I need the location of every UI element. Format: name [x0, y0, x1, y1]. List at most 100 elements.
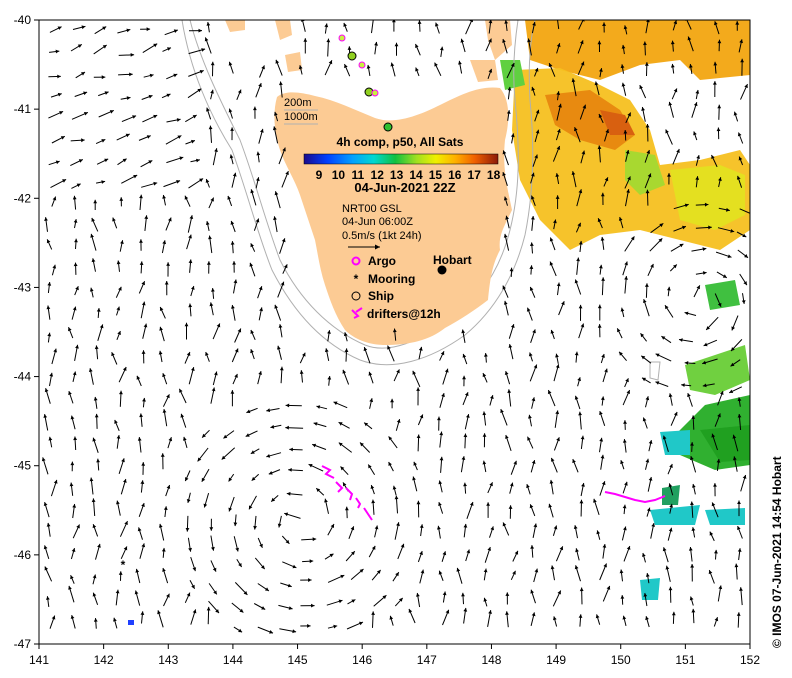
current-vector-head [687, 393, 691, 397]
current-vector-head [278, 324, 283, 328]
current-vector-head [482, 433, 487, 437]
current-vector-head [185, 477, 189, 482]
current-vector-head [166, 593, 170, 598]
current-vector-head [716, 459, 721, 463]
current-vector-head [268, 471, 273, 475]
current-vector-head [620, 460, 624, 465]
current-vector-head [434, 62, 438, 67]
current-vector-head [265, 587, 269, 591]
current-vector-head [234, 373, 238, 378]
current-vector-head [43, 545, 48, 550]
current-vector-head [463, 482, 467, 487]
current-vector-head [599, 264, 603, 269]
current-vector-head [503, 196, 508, 201]
current-vector-head [642, 417, 647, 422]
current-vector-head [101, 75, 106, 80]
current-vector-head [120, 240, 124, 244]
current-vector-head [47, 332, 52, 337]
current-vector-head [123, 479, 127, 483]
current-vector-head [333, 401, 338, 406]
current-vector-head [153, 43, 158, 48]
current-vector-head [713, 61, 718, 66]
current-vector-head [116, 306, 121, 311]
current-vector-head [507, 389, 512, 393]
current-vector-head [286, 491, 291, 496]
colorbar-tick-label: 14 [409, 168, 423, 182]
current-vector-head [258, 83, 262, 88]
current-vector-head [197, 88, 202, 93]
current-vector-head [52, 264, 57, 269]
current-vector-head [702, 271, 707, 275]
current-vector-head [555, 353, 559, 358]
current-vector-head [602, 544, 607, 548]
current-vector-head [140, 480, 145, 484]
current-vector-head [580, 61, 585, 66]
current-vector-head [535, 109, 540, 114]
current-vector-head [392, 485, 397, 490]
current-vector-head [733, 456, 737, 461]
current-vector-head [716, 127, 721, 132]
current-vector-head [134, 590, 139, 595]
current-vector-head [489, 482, 493, 487]
current-vector-head [641, 355, 646, 360]
current-vector-head [727, 254, 732, 258]
current-vector-head [445, 609, 450, 614]
current-vector-head [671, 611, 676, 616]
current-vector-head [439, 431, 444, 436]
current-vector-head [531, 460, 536, 464]
lon-tick-label: 149 [546, 653, 566, 667]
current-vector-head [437, 416, 441, 421]
current-vector-head [534, 154, 538, 159]
current-vector-head [344, 348, 349, 352]
current-vector-head [48, 436, 53, 441]
current-vector-head [509, 482, 514, 487]
current-vector-head [739, 587, 743, 591]
current-vector-head [284, 512, 289, 517]
current-vector-head [230, 241, 235, 245]
current-vector-head [532, 22, 536, 26]
current-vector-head [689, 64, 693, 68]
current-vector-head [44, 566, 49, 571]
contour-label-1000m: 1000m [284, 111, 318, 123]
current-vector-head [206, 606, 211, 611]
current-vector-head [47, 282, 52, 286]
current-vector-head [162, 195, 166, 199]
current-vector-head [597, 40, 602, 45]
current-vector-head [462, 353, 467, 358]
colorbar-title: 4h comp, p50, All Sats [337, 135, 464, 149]
current-vector-head [419, 524, 424, 528]
current-vector-head [258, 286, 263, 291]
current-vector-head [91, 498, 96, 503]
current-vector-head [142, 397, 146, 402]
current-vector-head [639, 85, 643, 90]
current-vector-head [463, 607, 468, 612]
current-vector-head [506, 110, 511, 114]
current-vector-head [644, 62, 649, 66]
current-vector-head [574, 395, 579, 400]
current-vector-head [162, 568, 166, 572]
current-vector-head [486, 502, 490, 506]
current-vector-head [693, 131, 697, 136]
current-vector-head [600, 237, 605, 241]
current-vector-head [261, 65, 265, 70]
current-vector-head [413, 461, 417, 466]
current-vector-head [340, 466, 345, 471]
current-vector-head [68, 585, 72, 590]
current-vector-head [696, 285, 700, 290]
current-vector-head [684, 311, 689, 316]
current-vector-head [279, 366, 284, 371]
current-vector-head [351, 599, 356, 603]
current-vector-head [553, 525, 558, 530]
current-vector-head [548, 63, 553, 68]
current-vector-head [237, 89, 242, 94]
colorbar-tick-label: 17 [468, 168, 482, 182]
current-vector-head [148, 94, 153, 99]
current-vector-head [246, 409, 251, 414]
current-vector-head [717, 39, 722, 44]
current-vector-head [216, 323, 221, 328]
current-vector-head [703, 342, 708, 347]
current-vector-head [70, 415, 75, 420]
current-vector-head [735, 21, 740, 25]
current-vector-head [439, 46, 444, 51]
current-vector-head [68, 327, 72, 332]
